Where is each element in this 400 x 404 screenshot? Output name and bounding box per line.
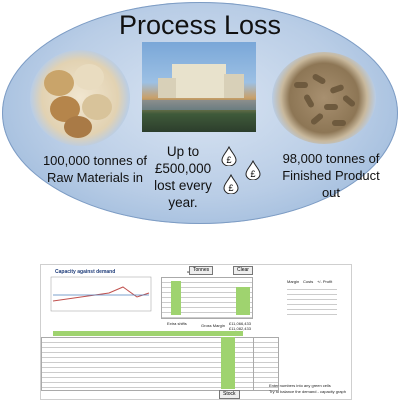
profit-header: +/- Profit bbox=[317, 279, 333, 284]
gross-margin-value: £11,066,433 bbox=[229, 321, 251, 326]
costs-header: Costs bbox=[303, 279, 314, 284]
tonnes-button[interactable]: Tonnes bbox=[189, 266, 214, 275]
loss-text: Up to £500,000 lost every year. bbox=[154, 144, 212, 210]
pound-symbol: £ bbox=[226, 155, 231, 165]
pound-drop-icon: £ bbox=[245, 160, 261, 180]
margin-header: Margin bbox=[287, 279, 300, 284]
raw-materials-text: 100,000 tonnes of Raw Materials in bbox=[42, 153, 148, 185]
gross-margin-value: £11,082,433 bbox=[229, 326, 251, 331]
instruction-text: Enter numbers into any green cells bbox=[269, 383, 331, 388]
finished-product-text: 98,000 tonnes of Finished Product out bbox=[282, 151, 380, 200]
stock-cells[interactable] bbox=[221, 337, 235, 389]
process-loss-slide: Process Loss 100,000 tonnes of Raw Mater… bbox=[2, 2, 398, 224]
slide-title: Process Loss bbox=[118, 10, 282, 40]
input-cells[interactable] bbox=[171, 281, 181, 315]
extra-shifts-label: Extra shifts bbox=[167, 321, 187, 326]
pound-drop-icon: £ bbox=[223, 174, 239, 194]
gross-margin-label: Gross Margin bbox=[201, 323, 226, 328]
instruction-text: Try to balance the demand - capacity gra… bbox=[269, 389, 347, 394]
capacity-chart bbox=[50, 276, 152, 312]
stock-button[interactable]: Stock bbox=[219, 390, 240, 399]
efficiency-cells[interactable] bbox=[236, 287, 250, 315]
spreadsheet-screenshot: Capacity against demand units per day To… bbox=[40, 264, 352, 400]
factory-image bbox=[142, 42, 256, 132]
chart-title: Capacity against demand bbox=[55, 269, 116, 275]
pound-drop-icon: £ bbox=[221, 146, 237, 166]
finished-product-image bbox=[272, 52, 376, 144]
clear-button[interactable]: Clear bbox=[233, 266, 253, 275]
shift-input-row[interactable] bbox=[53, 331, 243, 336]
raw-materials-image bbox=[30, 50, 130, 146]
production-table bbox=[41, 337, 255, 391]
pound-symbol: £ bbox=[228, 183, 233, 193]
margin-table bbox=[287, 285, 337, 317]
balance-table bbox=[253, 337, 279, 391]
pound-symbol: £ bbox=[250, 169, 255, 179]
